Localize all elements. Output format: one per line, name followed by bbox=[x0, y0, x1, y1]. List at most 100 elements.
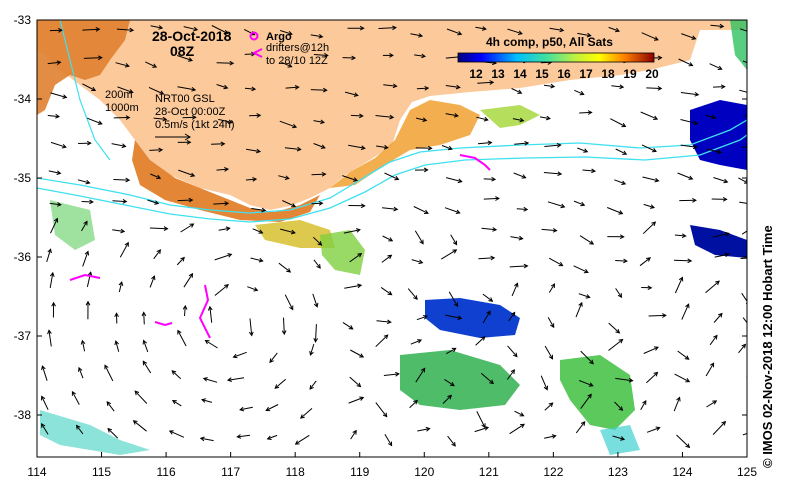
x-tick-label: 119 bbox=[350, 465, 369, 479]
current-arrow bbox=[450, 234, 458, 245]
current-arrowhead bbox=[483, 116, 489, 122]
current-arrowhead bbox=[615, 328, 621, 334]
current-arrowhead bbox=[642, 399, 647, 405]
current-arrowhead bbox=[317, 241, 323, 246]
current-arrowhead bbox=[750, 362, 754, 366]
current-arrow bbox=[447, 435, 456, 447]
x-axis: 114 115 116 117 118 119 120 121 122 123 124 125 bbox=[27, 452, 757, 479]
current-arrow bbox=[47, 115, 60, 118]
current-arrow bbox=[250, 257, 263, 262]
current-arrow bbox=[507, 28, 523, 35]
current-arrow bbox=[177, 199, 193, 202]
current-arrow bbox=[78, 367, 84, 379]
current-arrowhead bbox=[358, 113, 364, 119]
current-arrow bbox=[614, 179, 626, 185]
current-arrow bbox=[383, 373, 399, 376]
current-arrow bbox=[81, 221, 88, 232]
current-arrowhead bbox=[586, 32, 592, 38]
current-arrowhead bbox=[418, 259, 424, 265]
current-arrow bbox=[311, 202, 323, 205]
current-arrow bbox=[709, 63, 722, 70]
current-arrowhead bbox=[188, 197, 194, 203]
current-arrowhead bbox=[114, 312, 119, 318]
current-arrow bbox=[149, 275, 155, 288]
current-arrowhead bbox=[518, 235, 524, 241]
x-tick-label: 124 bbox=[672, 465, 692, 479]
colorbar-tick-label: 13 bbox=[491, 67, 505, 81]
current-arrowhead bbox=[452, 249, 458, 254]
y-tick-label: -34 bbox=[14, 92, 32, 106]
current-arrow bbox=[409, 400, 418, 409]
sst-patch-yellow bbox=[255, 220, 335, 248]
current-arrow bbox=[713, 177, 728, 183]
current-arrow bbox=[705, 114, 716, 119]
current-arrow bbox=[510, 236, 523, 240]
sst-patch-east-green bbox=[730, 20, 747, 70]
current-arrow bbox=[237, 434, 251, 438]
current-arrowhead bbox=[623, 258, 628, 264]
current-arrowhead bbox=[618, 338, 624, 344]
current-arrow bbox=[284, 294, 294, 310]
current-arrow bbox=[741, 230, 747, 235]
current-arrow bbox=[252, 228, 263, 234]
current-arrow bbox=[150, 25, 163, 29]
current-arrowhead bbox=[523, 263, 529, 269]
current-arrowhead bbox=[355, 228, 361, 233]
current-arrowhead bbox=[220, 141, 226, 147]
current-arrow bbox=[81, 201, 93, 203]
current-arrowhead bbox=[80, 339, 86, 345]
current-arrow bbox=[153, 117, 167, 120]
current-arrowhead bbox=[348, 325, 354, 330]
current-arrowhead bbox=[519, 117, 525, 123]
current-arrow bbox=[483, 178, 496, 180]
current-arrowhead bbox=[225, 226, 231, 232]
colorbar-tick-label: 20 bbox=[645, 67, 659, 81]
sst-patch-warm-west bbox=[37, 20, 130, 115]
current-arrowhead bbox=[393, 206, 399, 212]
current-arrowhead bbox=[122, 198, 128, 204]
current-arrow bbox=[646, 427, 660, 433]
colorbar-tick-label: 15 bbox=[535, 67, 549, 81]
current-arrow bbox=[739, 89, 747, 93]
current-arrow bbox=[444, 378, 455, 387]
current-arrowhead bbox=[47, 248, 52, 254]
current-arrowhead bbox=[722, 196, 728, 202]
current-arrowhead bbox=[287, 63, 293, 68]
x-tick-label: 117 bbox=[221, 465, 240, 479]
x-tick-label: 125 bbox=[737, 465, 757, 479]
current-arrowhead bbox=[91, 86, 97, 91]
current-arrow bbox=[481, 227, 497, 231]
current-arrow bbox=[46, 249, 52, 263]
current-arrowhead bbox=[104, 364, 109, 370]
sst-patch-cold-east-mid bbox=[690, 225, 747, 258]
current-arrow bbox=[544, 345, 553, 360]
current-arrowhead bbox=[453, 113, 459, 118]
current-arrowhead bbox=[83, 220, 88, 226]
colorbar-tick-label: 17 bbox=[579, 67, 593, 81]
current-arrowhead bbox=[447, 394, 453, 400]
depth-label-1000m: 1000m bbox=[105, 102, 139, 114]
current-arrowhead bbox=[58, 27, 63, 33]
current-arrow bbox=[143, 312, 145, 325]
current-arrowhead bbox=[281, 330, 287, 336]
current-arrow bbox=[549, 27, 564, 31]
current-arrowhead bbox=[491, 176, 497, 182]
current-arrowhead bbox=[588, 382, 594, 387]
current-arrow bbox=[375, 334, 389, 348]
current-arrowhead bbox=[387, 290, 393, 296]
y-tick-label: -38 bbox=[14, 408, 32, 422]
current-arrow bbox=[280, 228, 296, 234]
current-arrow bbox=[509, 265, 528, 268]
current-arrow bbox=[343, 229, 361, 234]
current-arrowhead bbox=[202, 377, 208, 382]
current-arrowhead bbox=[413, 399, 418, 405]
current-arrowhead bbox=[49, 271, 55, 277]
current-arrow bbox=[681, 303, 690, 320]
current-arrowhead bbox=[152, 63, 158, 68]
current-arrow bbox=[77, 179, 90, 184]
current-arrowhead bbox=[558, 261, 564, 267]
colorbar bbox=[457, 52, 655, 63]
current-arrow bbox=[384, 434, 393, 446]
drifters-label: drifters@12h bbox=[266, 42, 329, 54]
current-arrow bbox=[239, 406, 253, 411]
